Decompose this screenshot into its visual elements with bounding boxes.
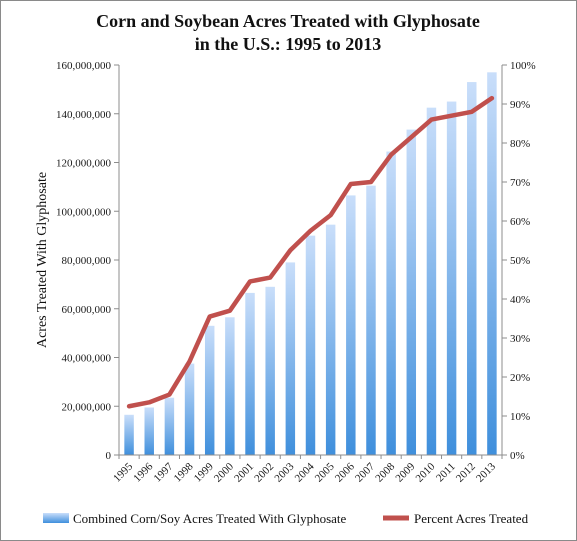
left-tick-label: 100,000,000	[56, 206, 112, 218]
right-tick-label: 10%	[510, 411, 530, 423]
left-tick-label: 0	[106, 450, 112, 462]
x-tick-label: 1997	[151, 460, 175, 484]
percent-point-1999	[208, 315, 212, 319]
bar-1997	[164, 397, 175, 455]
chart-title-line-2: in the U.S.: 1995 to 2013	[195, 34, 382, 54]
x-tick-label: 2004	[293, 460, 317, 484]
percent-point-2006	[349, 182, 353, 186]
bar-1995	[124, 414, 134, 455]
percent-point-2010	[429, 118, 433, 122]
x-tick-label: 2011	[434, 461, 458, 485]
percent-point-2011	[450, 114, 454, 118]
x-tick-label: 1998	[172, 460, 196, 484]
bar-2001	[245, 292, 255, 455]
x-tick-label: 2000	[212, 460, 236, 484]
left-tick-label: 60,000,000	[62, 304, 112, 316]
bar-2004	[305, 235, 316, 456]
y-axis-label: Acres Treated With Glyphosate	[35, 172, 50, 348]
percent-point-1997	[167, 393, 171, 397]
bar-2000	[225, 317, 235, 455]
left-tick-label: 160,000,000	[56, 60, 112, 72]
x-tick-label: 2009	[393, 460, 417, 484]
bar-1998	[184, 363, 195, 455]
x-tick-label: 1996	[131, 460, 155, 484]
right-tick-label: 70%	[510, 177, 530, 189]
x-tick-label: 1999	[192, 460, 216, 484]
bar-2012	[467, 82, 477, 455]
percent-point-2002	[268, 276, 272, 280]
percent-point-1998	[188, 359, 192, 363]
percent-point-1996	[147, 400, 151, 404]
percent-point-2013	[490, 96, 494, 100]
percent-point-2005	[329, 213, 333, 217]
bar-2007	[366, 185, 376, 455]
right-tick-label: 90%	[510, 99, 530, 111]
bar-2011	[446, 101, 457, 455]
percent-point-2004	[309, 229, 312, 233]
left-tick-label: 80,000,000	[62, 255, 112, 267]
left-tick-label: 40,000,000	[62, 353, 112, 365]
right-tick-label: 20%	[510, 372, 530, 384]
legend-line-label: Percent Acres Treated	[414, 511, 529, 526]
bar-2003	[285, 262, 296, 455]
percent-point-2009	[409, 135, 413, 139]
line-series	[126, 95, 495, 409]
right-axis-ticks: 0% 10% 20% 30% 40% 50% 60% 70% 80% 90% 100%	[502, 60, 536, 462]
right-tick-label: 100%	[510, 60, 536, 72]
x-tick-label: 2001	[232, 461, 256, 485]
bar-2013	[487, 72, 497, 455]
percent-point-1995	[127, 404, 131, 408]
x-tick-label: 1995	[111, 460, 135, 484]
bar-series	[124, 72, 497, 456]
x-tick-label: 2007	[353, 460, 377, 484]
x-tick-label: 2002	[252, 461, 276, 485]
x-tick-label: 2003	[272, 460, 296, 484]
bar-2010	[426, 107, 437, 455]
right-tick-label: 30%	[510, 333, 530, 345]
x-tick-label: 2012	[454, 461, 478, 485]
bar-2006	[346, 195, 356, 455]
percent-point-2008	[389, 153, 393, 157]
x-axis-ticks: 1995199619971998199920002001200220032004…	[111, 455, 503, 485]
x-tick-label: 2005	[313, 460, 337, 484]
bar-1999	[204, 325, 215, 455]
right-tick-label: 0%	[510, 450, 525, 462]
legend-bar-label: Combined Corn/Soy Acres Treated With Gly…	[73, 511, 347, 526]
legend: Combined Corn/Soy Acres Treated With Gly…	[43, 511, 529, 526]
right-tick-label: 40%	[510, 294, 530, 306]
x-tick-label: 2013	[474, 460, 498, 484]
right-tick-label: 50%	[510, 255, 530, 267]
left-axis-ticks: 0 20,000,000 40,000,000 60,000,000 80,000,00…	[56, 60, 119, 462]
x-tick-label: 2010	[414, 460, 438, 484]
percent-point-2012	[470, 110, 474, 114]
bar-2005	[325, 224, 336, 455]
right-tick-label: 80%	[510, 138, 530, 150]
percent-point-2000	[228, 309, 232, 313]
chart-title-line-1: Corn and Soybean Acres Treated with Glyp…	[96, 11, 480, 31]
x-tick-label: 2008	[373, 460, 397, 484]
percent-point-2001	[248, 279, 252, 283]
right-tick-label: 60%	[510, 216, 530, 228]
percent-point-2003	[288, 248, 292, 252]
x-tick-label: 2006	[333, 460, 357, 484]
bar-1996	[144, 407, 154, 455]
bar-2008	[386, 151, 396, 455]
bar-2002	[265, 286, 275, 455]
bar-2009	[406, 129, 417, 455]
left-tick-label: 140,000,000	[56, 109, 112, 121]
left-tick-label: 120,000,000	[56, 158, 112, 170]
percent-point-2007	[369, 180, 373, 184]
left-tick-label: 20,000,000	[62, 401, 112, 413]
legend-bar-swatch	[43, 513, 69, 523]
